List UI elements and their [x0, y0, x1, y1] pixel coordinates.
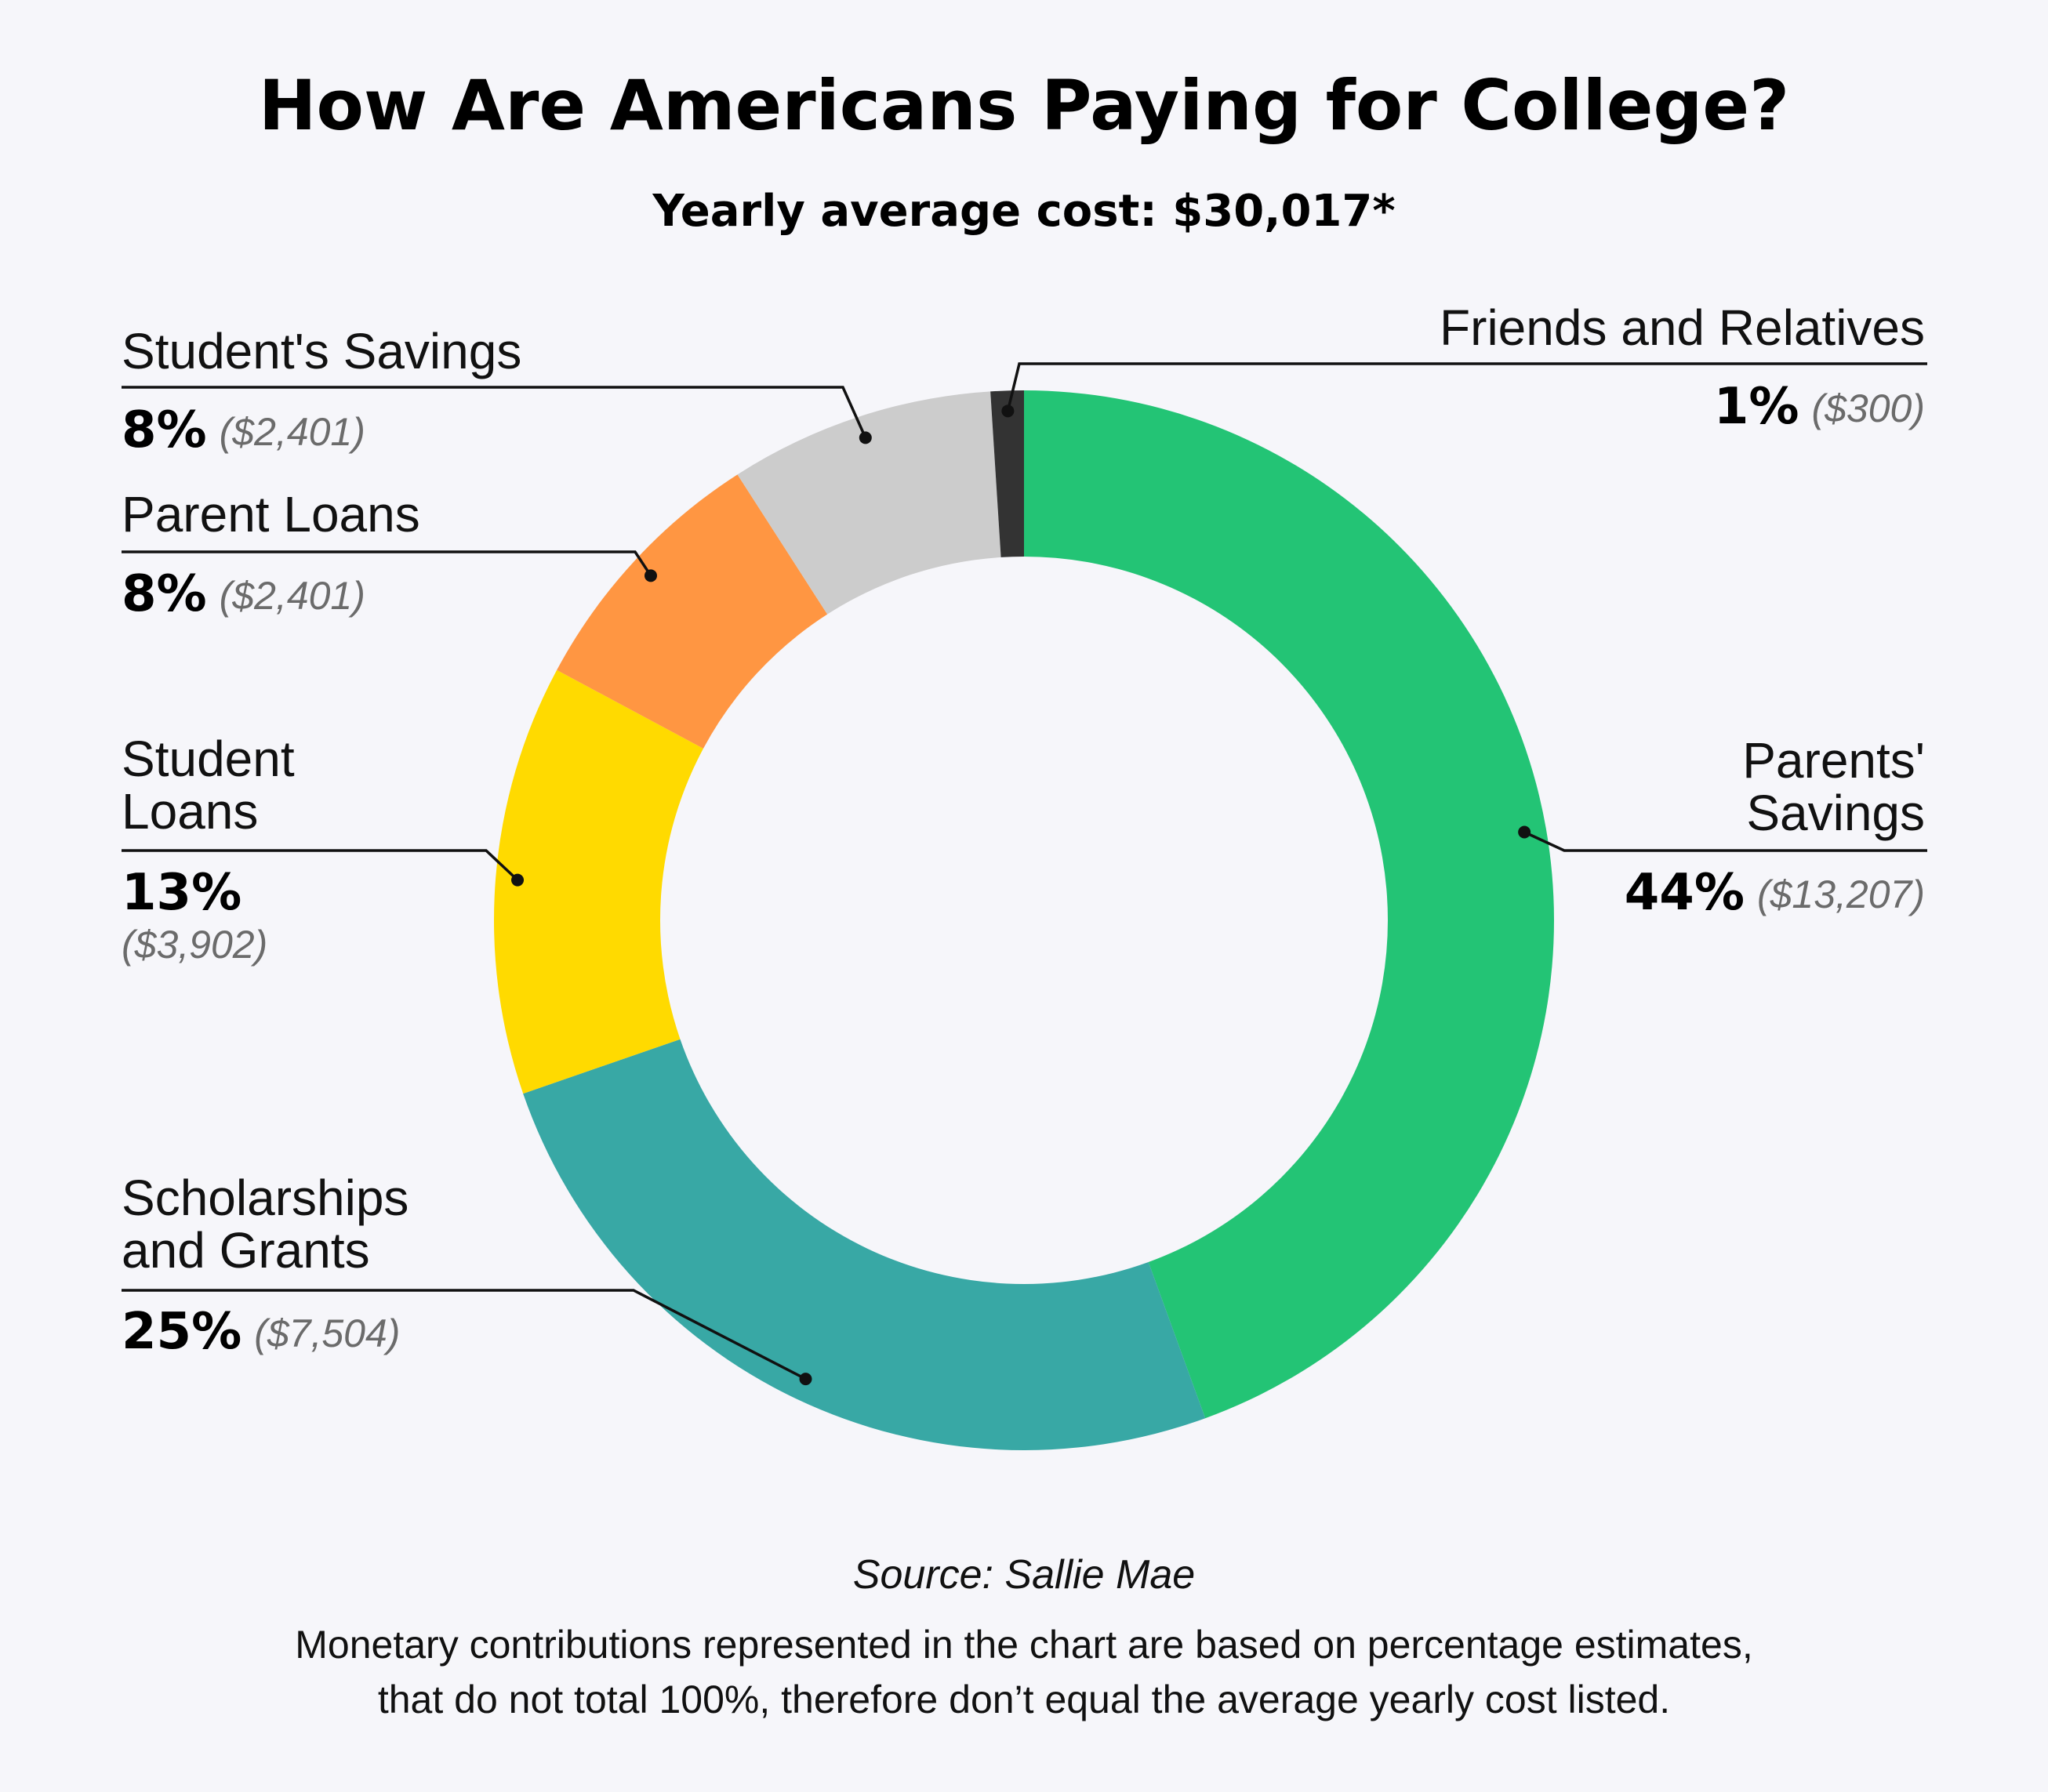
slice-percent: 13% — [122, 864, 241, 922]
slice-amount: ($13,207) — [1757, 872, 1925, 916]
donut-slice — [523, 1039, 1206, 1451]
slice-amount: ($3,902) — [122, 923, 267, 967]
slice-label: Parents' — [1742, 732, 1925, 789]
slice-label-group: Parent Loans 8% ($2,401) — [122, 486, 657, 623]
slice-label: Friends and Relatives — [1440, 299, 1925, 356]
donut-slice — [1024, 390, 1554, 1419]
leader-dot — [644, 569, 657, 582]
slice-amount: ($2,401) — [220, 410, 365, 454]
leader-line — [1523, 830, 1927, 852]
slice-amount: ($7,504) — [254, 1311, 400, 1355]
chart-title: How Are Americans Paying for College? — [259, 65, 1789, 146]
slice-label: Scholarships — [122, 1170, 409, 1226]
slice-amount: ($300) — [1811, 386, 1925, 430]
slice-label: Student's Savings — [122, 323, 521, 379]
slice-label: Parent Loans — [122, 486, 420, 542]
slice-label-group: Student's Savings 8% ($2,401) — [122, 323, 872, 459]
slice-label: Student — [122, 731, 295, 787]
footnote-line-2: that do not total 100%, therefore don’t … — [378, 1678, 1670, 1721]
slice-label: and Grants — [122, 1222, 370, 1279]
footnote-line-1: Monetary contributions represented in th… — [295, 1623, 1752, 1667]
chart-subtitle: Yearly average cost: $30,017* — [652, 186, 1395, 237]
slice-percent: 8% — [122, 401, 207, 459]
slice-label: Loans — [122, 783, 258, 840]
donut-slices — [493, 390, 1554, 1451]
slice-percent: 44% — [1625, 864, 1745, 922]
leader-line — [122, 1289, 807, 1380]
donut-slice — [493, 669, 704, 1094]
slice-label-group: Friends and Relatives 1% ($300) — [1001, 299, 1927, 436]
leader-line — [122, 849, 519, 881]
leader-dot — [511, 873, 525, 887]
donut-slice — [557, 474, 828, 749]
slice-amount: ($2,401) — [220, 574, 365, 618]
leader-dot — [1001, 404, 1015, 418]
donut-slice — [990, 390, 1024, 557]
source-note: Source: Sallie Mae — [853, 1552, 1195, 1598]
leader-line — [122, 550, 652, 577]
donut-slice — [737, 391, 1001, 615]
slice-percent: 1% — [1714, 378, 1799, 436]
leader-line — [1006, 362, 1927, 412]
slice-label: Savings — [1746, 785, 1925, 841]
leader-dot — [799, 1373, 812, 1386]
slice-percent: 8% — [122, 565, 207, 623]
slice-percent: 25% — [122, 1303, 241, 1361]
leader-line — [122, 386, 867, 439]
leader-dot — [859, 431, 872, 444]
leader-dot — [1518, 825, 1531, 839]
